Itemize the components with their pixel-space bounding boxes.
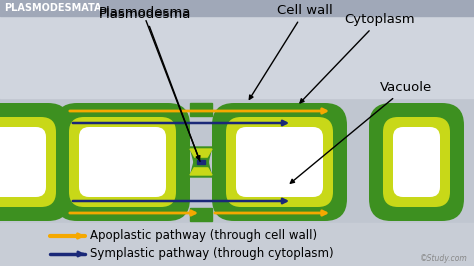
FancyBboxPatch shape (55, 103, 190, 221)
FancyBboxPatch shape (69, 117, 176, 207)
Polygon shape (190, 149, 212, 161)
Text: Plasmodesma: Plasmodesma (99, 8, 200, 161)
Bar (0, 0, 474, 98)
Text: Apoplastic pathway (through cell wall): Apoplastic pathway (through cell wall) (90, 230, 317, 243)
Text: Vacuole: Vacuole (291, 81, 432, 183)
Text: Plasmodesma: Plasmodesma (99, 6, 191, 19)
FancyBboxPatch shape (0, 117, 56, 207)
FancyBboxPatch shape (0, 103, 70, 221)
FancyBboxPatch shape (226, 117, 333, 207)
FancyBboxPatch shape (0, 127, 46, 197)
FancyBboxPatch shape (393, 127, 440, 197)
FancyBboxPatch shape (212, 103, 347, 221)
Text: Cytoplasm: Cytoplasm (300, 13, 415, 103)
FancyBboxPatch shape (369, 103, 464, 221)
Text: Symplastic pathway (through cytoplasm): Symplastic pathway (through cytoplasm) (90, 247, 334, 260)
Bar (190, 208, 212, 221)
Text: Cell wall: Cell wall (249, 4, 333, 99)
Bar (190, 103, 212, 116)
Bar (0, 0, 474, 16)
Bar (194, 158, 208, 166)
FancyBboxPatch shape (79, 127, 166, 197)
Polygon shape (190, 163, 212, 175)
Bar (197, 160, 205, 164)
FancyBboxPatch shape (383, 117, 450, 207)
Bar (0, 223, 474, 266)
Text: ©Study.com: ©Study.com (420, 254, 468, 263)
Text: PLASMODESMATA: PLASMODESMATA (4, 3, 101, 13)
Polygon shape (190, 147, 212, 162)
FancyBboxPatch shape (236, 127, 323, 197)
Polygon shape (190, 162, 212, 177)
